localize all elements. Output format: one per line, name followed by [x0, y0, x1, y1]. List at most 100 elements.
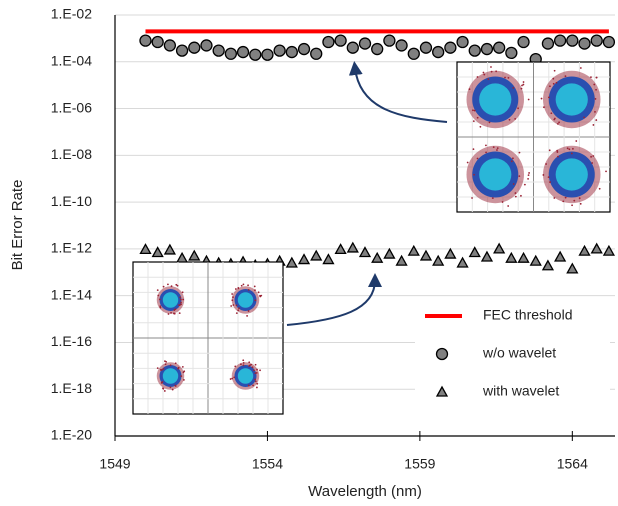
point — [419, 249, 433, 261]
noise-dot — [573, 199, 576, 202]
point — [322, 35, 335, 49]
noise-dot — [522, 83, 525, 86]
noise-dot — [232, 304, 235, 306]
noise-dot — [527, 98, 530, 101]
point — [505, 46, 518, 60]
noise-dot — [253, 285, 256, 288]
constellation-inset — [456, 61, 611, 213]
noise-dot — [528, 172, 530, 174]
noise-dot — [466, 161, 469, 164]
noise-dot — [507, 77, 510, 79]
noise-dot — [254, 380, 257, 383]
noise-dot — [257, 291, 260, 294]
noise-dot — [173, 312, 175, 315]
noise-dot — [487, 78, 490, 81]
noise-dot — [495, 70, 498, 73]
noise-dot — [256, 386, 258, 389]
cluster-core — [479, 83, 512, 116]
noise-dot — [248, 365, 250, 367]
noise-dot — [483, 73, 486, 76]
point — [492, 41, 506, 54]
noise-dot — [231, 377, 234, 380]
noise-dot — [175, 283, 178, 286]
point — [541, 259, 555, 271]
noise-dot — [177, 367, 180, 370]
noise-dot — [161, 381, 164, 383]
noise-dot — [518, 151, 521, 154]
point — [371, 251, 384, 263]
noise-dot — [590, 76, 592, 79]
noise-dot — [555, 81, 558, 84]
noise-dot — [520, 194, 522, 197]
noise-dot — [594, 110, 596, 113]
point — [517, 35, 530, 49]
noise-dot — [473, 109, 476, 112]
noise-dot — [253, 369, 255, 372]
noise-dot — [521, 84, 523, 87]
noise-dot — [174, 384, 177, 387]
cluster-core — [162, 368, 179, 384]
noise-dot — [246, 315, 248, 317]
point — [566, 262, 579, 274]
noise-dot — [496, 149, 498, 151]
cluster-core — [479, 158, 512, 191]
y-axis-title: Bit Error Rate — [9, 180, 26, 271]
noise-dot — [512, 183, 515, 185]
noise-dot — [232, 296, 234, 299]
noise-dot — [553, 69, 556, 72]
x-tick-label: 1554 — [252, 456, 283, 472]
noise-dot — [514, 117, 517, 120]
noise-dot — [254, 299, 257, 302]
noise-dot — [590, 155, 592, 158]
point — [383, 34, 396, 47]
legend-swatch — [435, 347, 449, 361]
noise-dot — [507, 205, 510, 207]
point — [456, 35, 469, 49]
point — [334, 34, 347, 47]
noise-dot — [157, 294, 160, 297]
noise-dot — [485, 144, 487, 147]
noise-dot — [242, 364, 245, 367]
noise-dot — [568, 148, 571, 151]
noise-dot — [485, 151, 487, 154]
point — [529, 254, 542, 266]
noise-dot — [520, 87, 523, 90]
noise-dot — [259, 369, 261, 372]
y-tick-label: 1.E-12 — [51, 240, 92, 256]
point — [346, 41, 359, 54]
point — [395, 254, 408, 266]
noise-dot — [527, 174, 530, 177]
noise-dot — [240, 284, 243, 287]
noise-dot — [162, 387, 165, 390]
point — [334, 243, 347, 255]
noise-dot — [471, 197, 473, 199]
x-tick-label: 1564 — [557, 456, 588, 472]
noise-dot — [163, 390, 166, 392]
noise-dot — [237, 309, 240, 312]
noise-dot — [242, 361, 245, 364]
noise-dot — [180, 301, 182, 304]
noise-dot — [181, 291, 184, 294]
cluster-core — [555, 158, 588, 191]
noise-dot — [182, 379, 185, 381]
noise-dot — [181, 365, 184, 368]
point — [505, 251, 518, 263]
noise-dot — [553, 118, 556, 121]
y-tick-label: 1.E-02 — [51, 6, 92, 22]
noise-dot — [579, 202, 582, 205]
noise-dot — [595, 88, 597, 91]
noise-dot — [237, 286, 240, 289]
noise-dot — [564, 75, 567, 78]
noise-dot — [247, 310, 250, 312]
cluster-core — [162, 292, 179, 308]
noise-dot — [180, 303, 182, 306]
noise-dot — [482, 71, 485, 74]
noise-dot — [564, 196, 567, 199]
noise-dot — [605, 170, 607, 173]
noise-dot — [557, 155, 559, 158]
noise-dot — [164, 363, 167, 366]
noise-dot — [234, 288, 237, 290]
noise-dot — [547, 96, 550, 99]
noise-dot — [178, 312, 181, 314]
